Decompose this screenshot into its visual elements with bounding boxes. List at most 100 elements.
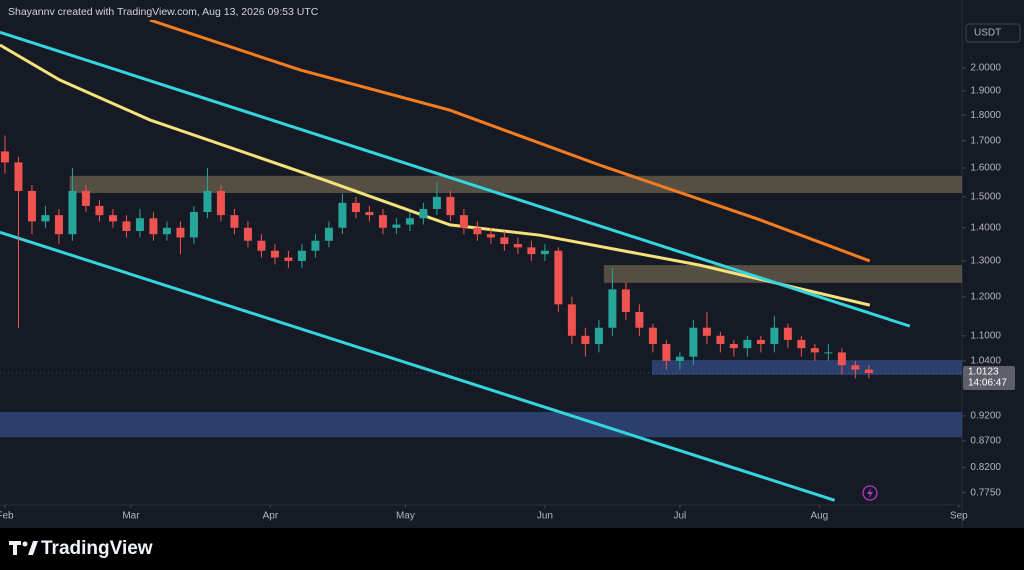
logo-mark: [28, 541, 38, 555]
candle-body: [203, 190, 212, 213]
y-tick-label: 2.0000: [970, 63, 1001, 74]
candle-body: [122, 221, 131, 231]
candle-body: [770, 327, 779, 345]
candle-body: [797, 339, 806, 349]
candle-body: [284, 257, 293, 261]
countdown: 14:06:47: [968, 378, 1007, 389]
candle-body: [149, 218, 158, 235]
overlay-line: [0, 30, 911, 328]
candle-body: [108, 215, 117, 222]
candle-body: [635, 312, 644, 328]
candle-body: [176, 227, 185, 238]
candle-body: [716, 335, 725, 345]
candle-body: [95, 205, 104, 216]
x-tick-label: Sep: [950, 511, 968, 522]
candle-body: [392, 224, 401, 228]
zone: [69, 175, 962, 193]
alert-icon[interactable]: [862, 485, 878, 501]
candle-body: [743, 339, 752, 349]
zone: [651, 360, 962, 375]
y-tick-label: 1.8000: [970, 110, 1001, 121]
x-tick-label: Jul: [673, 511, 686, 522]
candle-body: [810, 348, 819, 353]
candle-body: [446, 196, 455, 216]
candle-body: [594, 327, 603, 345]
y-tick-label: 0.8700: [970, 436, 1001, 447]
y-tick-label: 0.7750: [970, 487, 1001, 498]
candle-body: [702, 327, 711, 336]
overlay-line: [149, 20, 871, 263]
candle-body: [513, 244, 522, 248]
candle-body: [486, 234, 495, 238]
candle-body: [648, 327, 657, 345]
x-tick-label: Aug: [810, 511, 828, 522]
y-tick-label: 1.5000: [970, 191, 1001, 202]
x-tick-label: Jun: [537, 511, 553, 522]
candle-body: [662, 344, 671, 361]
currency: USDT: [974, 28, 1001, 39]
candle-body: [554, 250, 563, 305]
candle-body: [675, 356, 684, 361]
plot: [0, 20, 962, 502]
candle-body: [230, 215, 239, 228]
last-price-label: 1.0123: [968, 367, 999, 378]
logo-dot: [22, 541, 28, 547]
y-tick-label: 1.7000: [970, 135, 1001, 146]
candle-body: [459, 215, 468, 228]
candle-body: [567, 304, 576, 336]
y-tick-label: 1.6000: [970, 163, 1001, 174]
candle-body: [689, 327, 698, 357]
candle-body: [0, 151, 9, 163]
candle-body: [851, 365, 860, 370]
y-tick-label: 1.3000: [970, 256, 1001, 267]
y-tick-label: 1.1000: [970, 330, 1001, 341]
y-tick-label: 1.9000: [970, 86, 1001, 97]
candle-body: [729, 344, 738, 349]
candle-body: [500, 237, 509, 245]
candle-body: [540, 250, 549, 255]
candle-body: [189, 212, 198, 238]
overlay-line: [0, 43, 871, 307]
candle-body: [365, 212, 374, 216]
last-price-box: [963, 366, 1015, 391]
candle-body: [864, 369, 873, 374]
candle-body: [324, 227, 333, 241]
candle-body: [621, 289, 630, 313]
candle-body: [54, 215, 63, 235]
y-tick-label: 1.2000: [970, 291, 1001, 302]
candle-body: [162, 227, 171, 235]
zone: [603, 265, 962, 283]
candle-body: [81, 190, 90, 206]
x-tick-label: Apr: [263, 511, 279, 522]
candle-body: [41, 215, 50, 222]
zone: [0, 411, 962, 438]
candle-body: [27, 190, 36, 222]
candle-body: [257, 240, 266, 251]
candle-body: [824, 352, 833, 354]
candle-body: [338, 202, 347, 228]
candle-body: [68, 190, 77, 235]
chart-background: [0, 0, 1024, 528]
candle-body: [837, 352, 846, 366]
candle-body: [135, 218, 144, 231]
x-tick-label: Feb: [0, 511, 14, 522]
candle-body: [243, 227, 252, 241]
candle-body: [311, 240, 320, 251]
brand: TradingView: [41, 538, 153, 559]
footer: [0, 528, 1024, 570]
candle-body: [581, 335, 590, 345]
candle-body: [432, 196, 441, 209]
candle-body: [783, 327, 792, 340]
y-tick-label: 0.9200: [970, 410, 1001, 421]
candle-body: [297, 250, 306, 261]
candle-body: [756, 339, 765, 345]
candle-body: [14, 162, 23, 191]
candle-body: [405, 218, 414, 225]
x-tick-label: May: [396, 511, 415, 522]
alert-bolt: [867, 488, 873, 498]
y-tick-label: 1.0400: [970, 356, 1001, 367]
candle-body: [270, 250, 279, 258]
candle-body: [351, 202, 360, 213]
y-tick-label: 1.4000: [970, 222, 1001, 233]
